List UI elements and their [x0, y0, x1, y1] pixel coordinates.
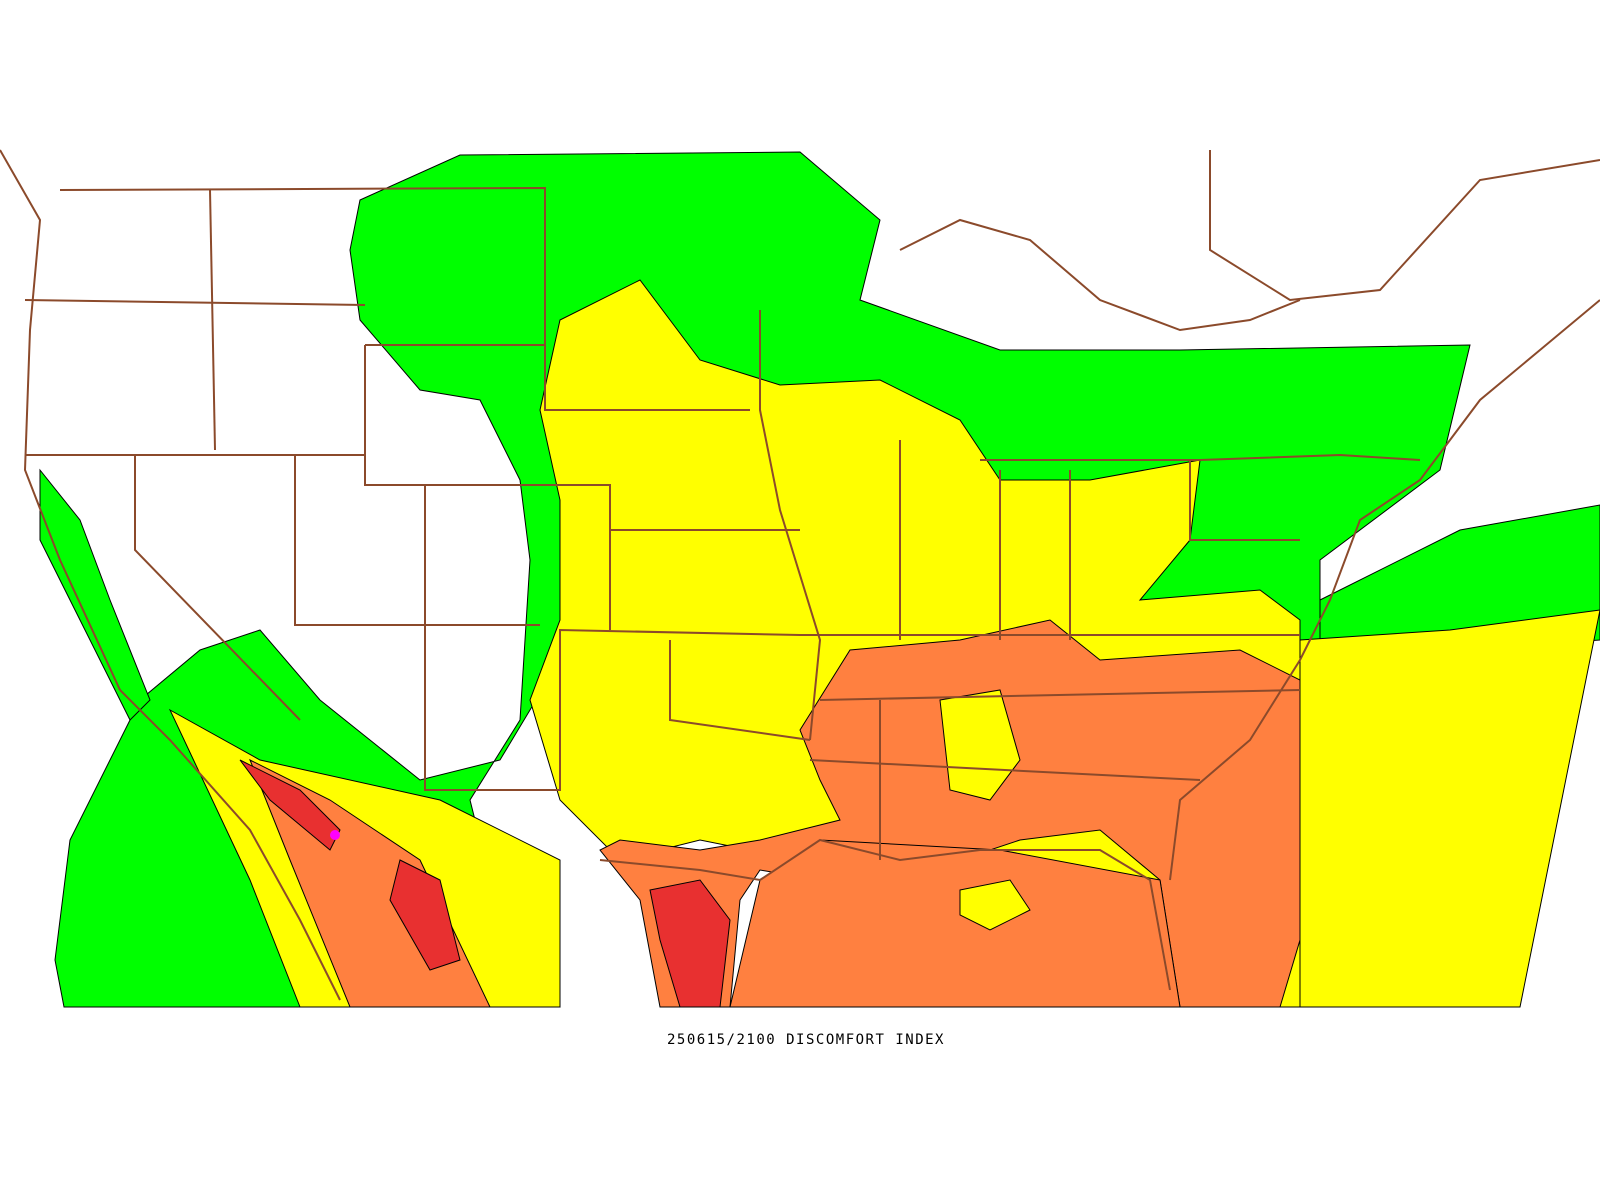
map-caption: 250615/2100 DISCOMFORT INDEX: [667, 1032, 945, 1048]
yellow-island: [939, 689, 1021, 801]
red-zone: [389, 859, 461, 971]
yellow-island: [959, 879, 1031, 931]
red-zone: [649, 879, 731, 1008]
green-zone: [39, 468, 151, 721]
state-borders: [0, 149, 1600, 1001]
discomfort-map: [0, 149, 1600, 1008]
yellow-ocean: [1299, 609, 1600, 1008]
magenta-spot: [330, 830, 340, 840]
